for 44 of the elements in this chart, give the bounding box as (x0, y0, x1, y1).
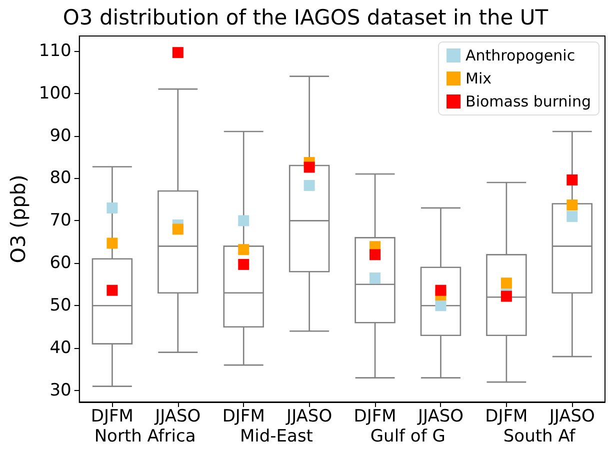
point (238, 215, 250, 226)
x-tick-label: DJFM (485, 406, 528, 426)
y-tick-label: 50 (50, 296, 72, 316)
point (238, 258, 250, 270)
x-tick-label: JJASO (416, 406, 464, 426)
x-tick-label: JJASO (548, 406, 595, 426)
point (435, 284, 446, 296)
x-tick-label: JJASO (286, 406, 332, 426)
text: Gulf of G (370, 426, 446, 446)
point (106, 202, 118, 214)
y-tick-label: 100 (38, 83, 72, 104)
point (566, 199, 578, 210)
point (106, 284, 118, 296)
x-tick-label: JJASO (154, 406, 201, 426)
point (435, 300, 446, 312)
text: South Af (503, 426, 576, 446)
point (370, 249, 381, 260)
point (238, 244, 250, 256)
y-tick-label: 90 (50, 126, 72, 146)
point (370, 272, 381, 284)
y-tick-label: 80 (50, 168, 72, 188)
text: Mid-East (240, 426, 314, 446)
y-tick-label: 40 (50, 338, 72, 358)
point (172, 47, 184, 58)
y-tick-label: 60 (50, 253, 72, 274)
point (172, 224, 184, 235)
chart-title: O3 distribution of the IAGOS dataset in the UT (62, 6, 548, 30)
point (566, 210, 578, 222)
y-axis-title: O3 (ppb) (6, 174, 30, 264)
point (304, 180, 315, 191)
point (500, 278, 512, 289)
point (304, 162, 315, 173)
point (566, 174, 578, 186)
legend-label: Anthropogenic (466, 46, 576, 64)
x-tick-label: DJFM (222, 406, 265, 426)
legend-label: Biomass burning (466, 92, 592, 110)
x-tick-label: DJFM (354, 406, 396, 426)
text: North Africa (94, 426, 196, 446)
point (106, 238, 118, 249)
legend-label: Mix (466, 70, 492, 88)
y-tick-label: 70 (50, 210, 72, 231)
y-tick-label: 30 (50, 380, 72, 401)
y-tick-label: 110 (38, 40, 72, 61)
x-tick-label: DJFM (90, 406, 134, 426)
